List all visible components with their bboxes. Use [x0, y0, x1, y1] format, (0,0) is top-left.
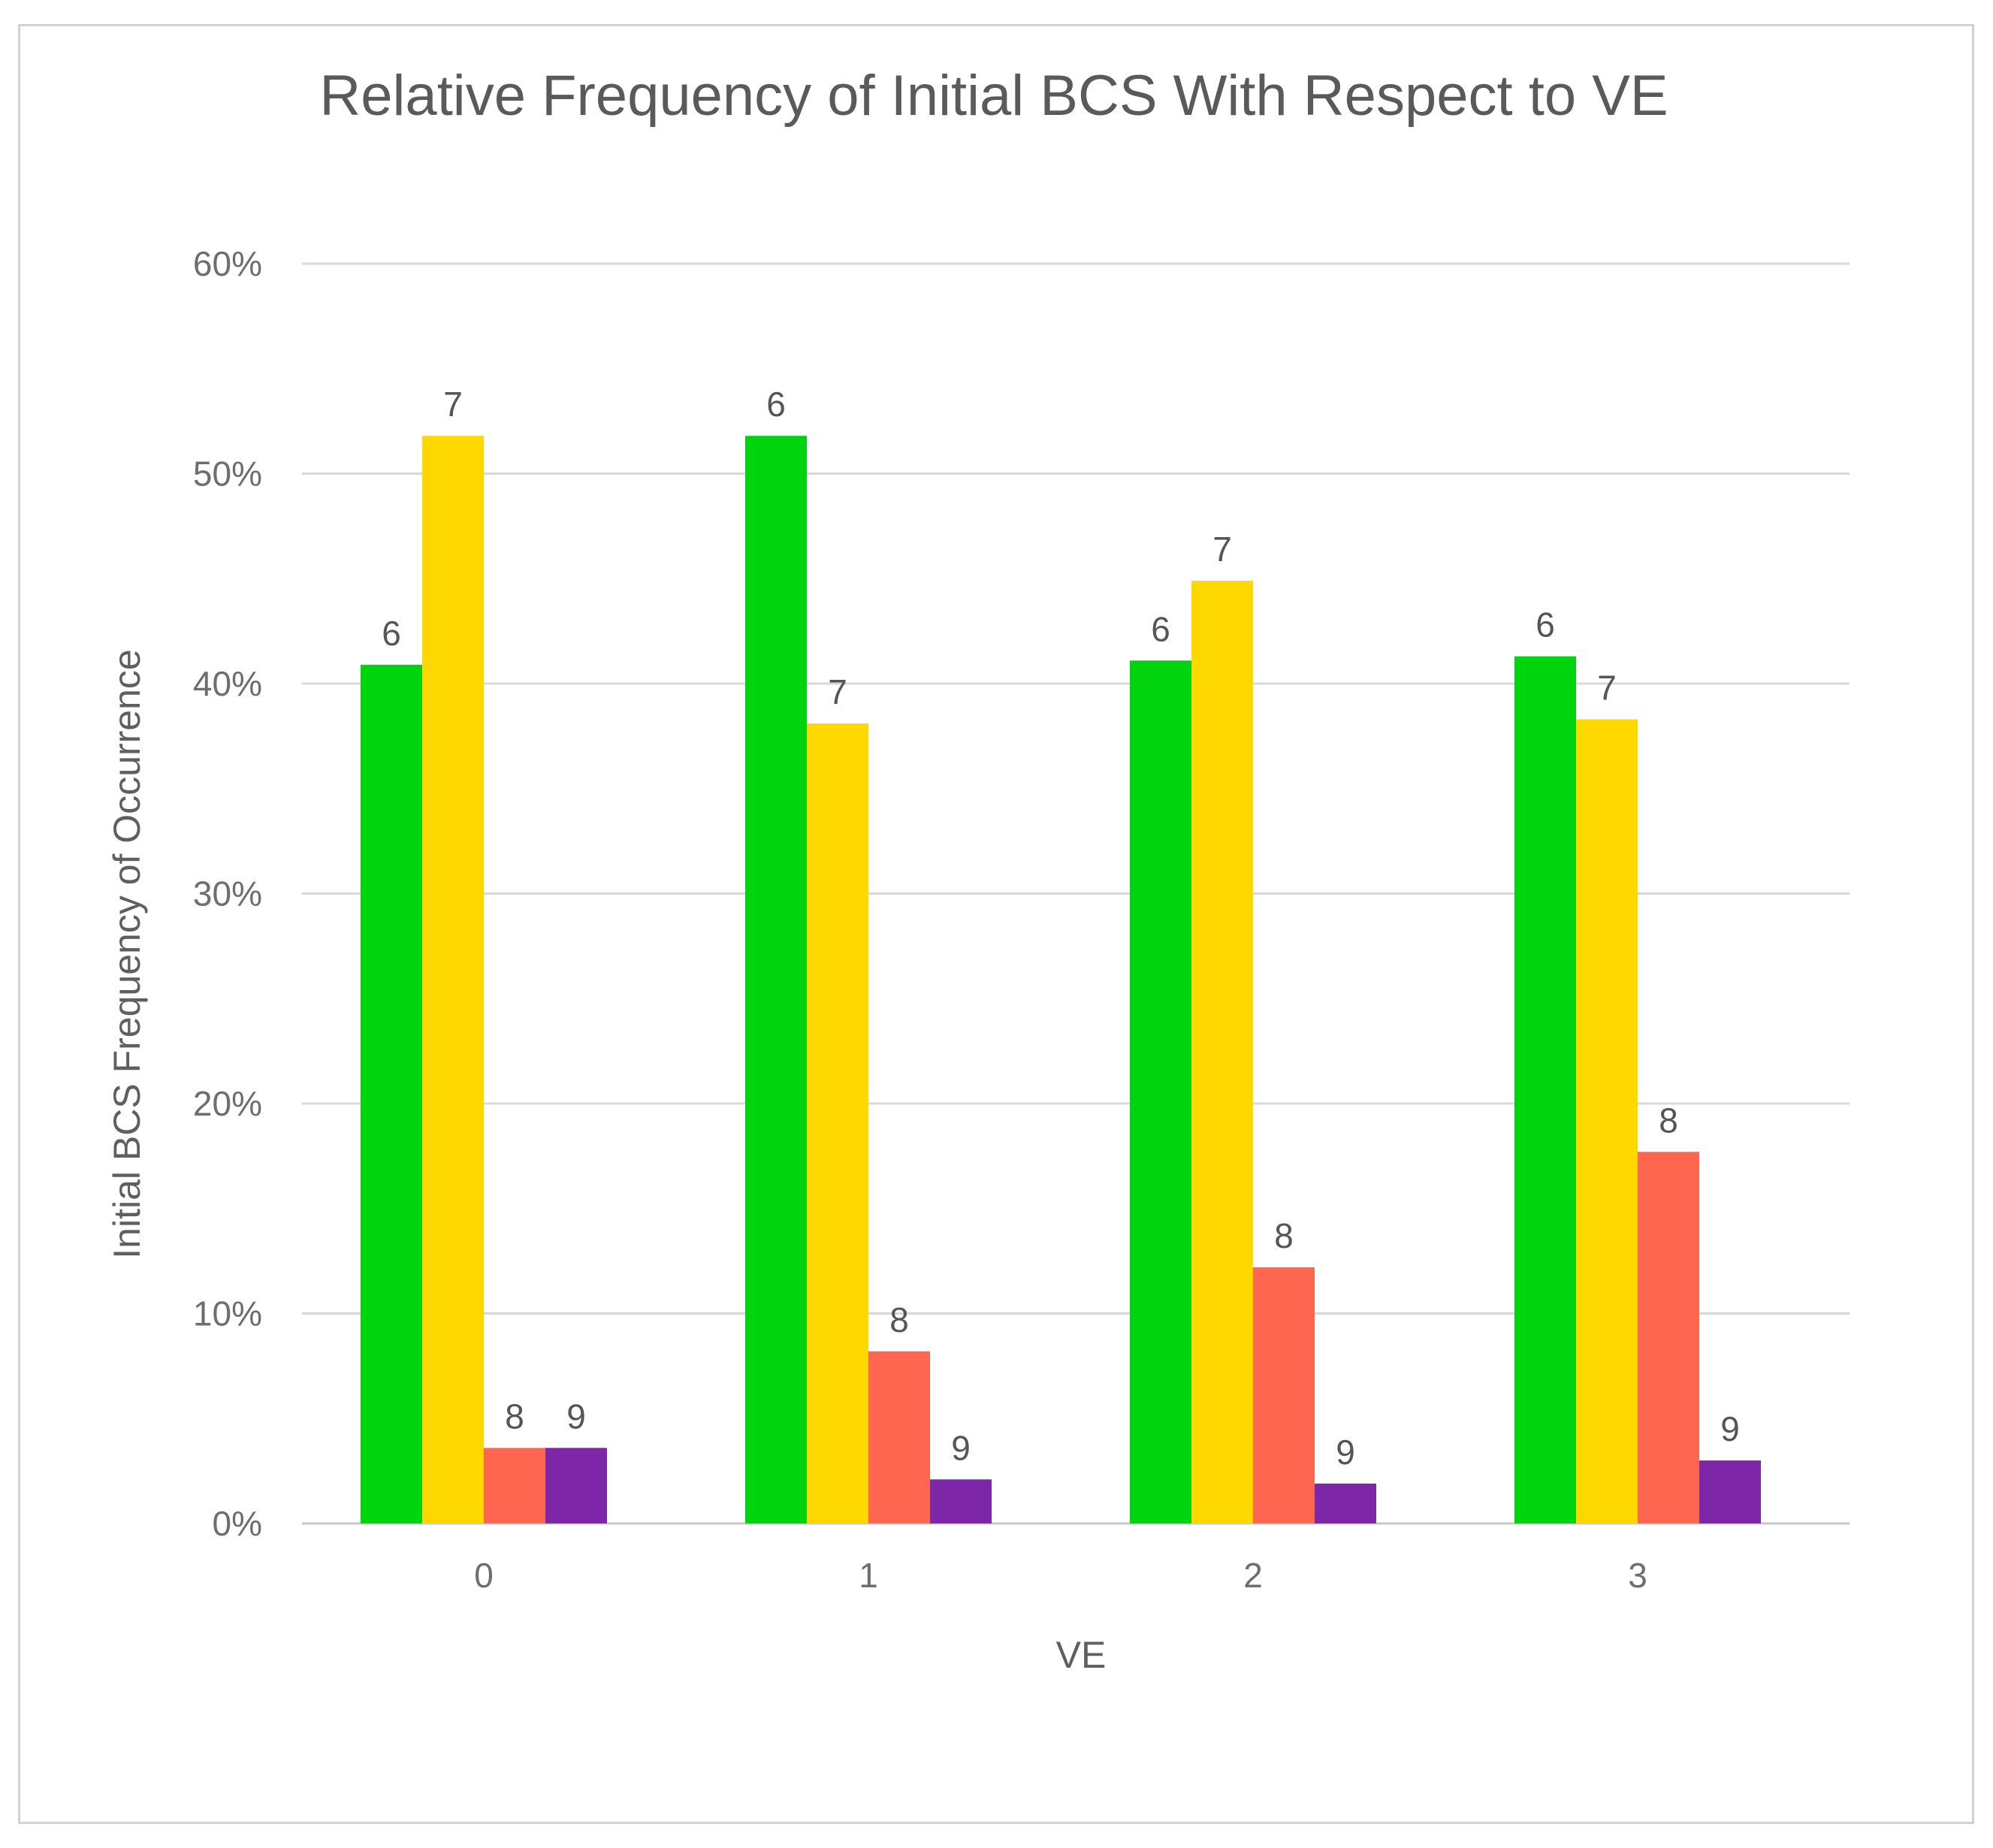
y-tick-label: 60%	[193, 244, 262, 283]
data-label-ve0-bcs8: 8	[505, 1397, 524, 1436]
data-labels: 6 7 8 9 6 7 8 9 6 7 8 9 6 7 8 9	[382, 385, 1740, 1472]
y-tick-labels: 0% 10% 20% 30% 40% 50% 60%	[193, 244, 262, 1543]
grid-layer	[302, 262, 1850, 1525]
bar-ve0-bcs9	[545, 1448, 607, 1523]
bar-ve0-bcs6	[361, 664, 422, 1523]
chart-frame: 0% 10% 20% 30% 40% 50% 60% 6 7 8 9 6 7 8 9 6 7 8 9 6 7 8 9 0 1…	[18, 24, 1974, 1824]
data-label-ve3-bcs6: 6	[1536, 605, 1555, 645]
data-label-ve2-bcs8: 8	[1274, 1216, 1294, 1255]
x-tick-label: 3	[1628, 1556, 1647, 1595]
data-label-ve0-bcs7: 7	[443, 385, 463, 424]
y-tick-label: 0%	[213, 1504, 262, 1543]
bar-ve3-bcs8	[1638, 1152, 1699, 1523]
chart-title: Relative Frequency of Initial BCS With R…	[319, 64, 1668, 128]
x-tick-labels: 0 1 2 3	[474, 1556, 1647, 1595]
data-label-ve1-bcs9: 9	[951, 1428, 971, 1467]
bar-ve0-bcs7	[422, 436, 484, 1524]
bar-ve1-bcs8	[868, 1351, 930, 1523]
chart-svg: 0% 10% 20% 30% 40% 50% 60% 6 7 8 9 6 7 8 9 6 7 8 9 6 7 8 9 0 1…	[106, 64, 1850, 1676]
bar-ve1-bcs9	[930, 1479, 992, 1523]
x-tick-label: 1	[859, 1556, 878, 1595]
y-tick-label: 40%	[193, 664, 262, 703]
data-label-ve1-bcs6: 6	[766, 385, 786, 424]
bar-ve2-bcs6	[1130, 660, 1191, 1523]
data-label-ve3-bcs9: 9	[1720, 1409, 1740, 1448]
y-tick-label: 30%	[193, 874, 262, 913]
y-tick-label: 20%	[193, 1084, 262, 1123]
bar-ve1-bcs7	[807, 723, 868, 1523]
bar-ve3-bcs7	[1576, 719, 1638, 1523]
x-axis-title: VE	[1056, 1634, 1107, 1676]
bar-ve2-bcs8	[1253, 1267, 1315, 1523]
bar-ve0-bcs8	[484, 1448, 545, 1523]
bar-layer	[361, 436, 1761, 1524]
data-label-ve0-bcs6: 6	[382, 614, 401, 653]
y-axis-title: Initial BCS Frequency of Occurrence	[106, 649, 148, 1258]
bar-ve2-bcs9	[1315, 1483, 1376, 1523]
bar-ve2-bcs7	[1191, 581, 1253, 1524]
y-tick-label: 50%	[193, 454, 262, 494]
data-label-ve3-bcs7: 7	[1597, 669, 1617, 708]
data-label-ve1-bcs8: 8	[889, 1300, 909, 1339]
x-tick-label: 0	[474, 1556, 494, 1595]
data-label-ve2-bcs6: 6	[1151, 609, 1170, 648]
x-tick-label: 2	[1243, 1556, 1263, 1595]
data-label-ve2-bcs7: 7	[1212, 530, 1232, 569]
data-label-ve3-bcs8: 8	[1659, 1101, 1678, 1140]
data-label-ve2-bcs9: 9	[1336, 1433, 1355, 1472]
data-label-ve1-bcs7: 7	[828, 672, 847, 711]
data-label-ve0-bcs9: 9	[566, 1397, 586, 1436]
y-tick-label: 10%	[193, 1294, 262, 1333]
bar-ve3-bcs6	[1514, 656, 1576, 1523]
bar-ve3-bcs9	[1699, 1460, 1761, 1523]
bar-ve1-bcs6	[745, 436, 807, 1524]
